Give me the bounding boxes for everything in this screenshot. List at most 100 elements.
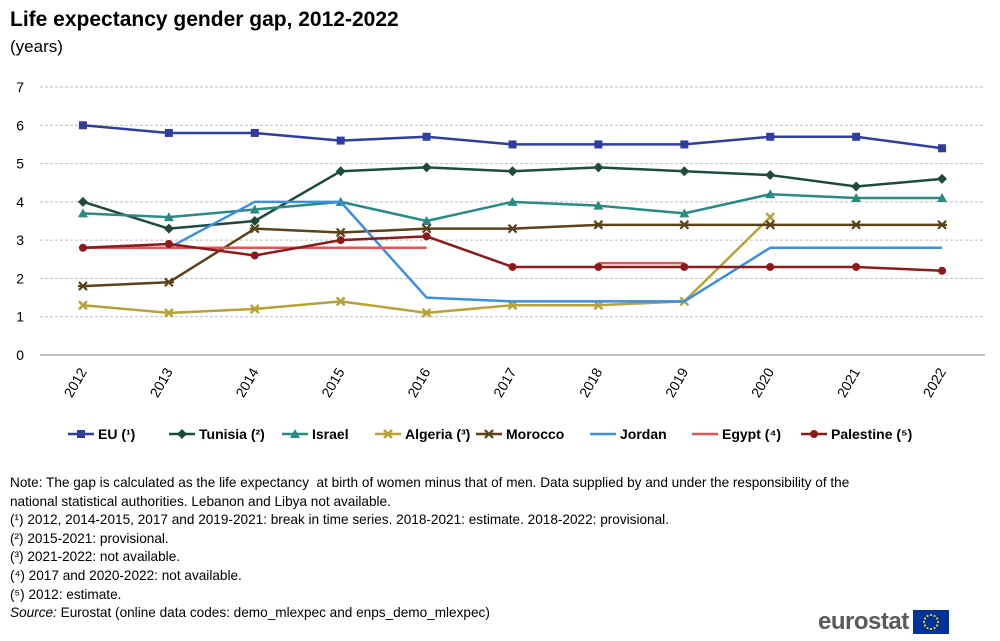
data-point <box>336 136 345 145</box>
legend-label: Jordan <box>620 426 667 442</box>
data-point <box>78 243 87 252</box>
data-point <box>421 223 432 234</box>
data-point <box>851 220 862 230</box>
x-tick-label: 2014 <box>232 365 262 400</box>
data-point <box>250 251 259 260</box>
flag-star <box>935 624 938 627</box>
data-point <box>507 166 518 177</box>
data-point <box>163 223 174 234</box>
x-tick-label: 2017 <box>490 365 520 400</box>
data-point <box>335 166 346 177</box>
x-tick-label: 2021 <box>834 365 864 400</box>
data-point <box>249 223 260 234</box>
flag-star <box>929 613 932 617</box>
logo-text: eurostat <box>818 608 909 635</box>
note-1: (¹) 2012, 2014-2015, 2017 and 2019-2021:… <box>10 512 669 528</box>
y-tick-label: 6 <box>16 117 24 133</box>
flag-star <box>926 614 929 618</box>
x-tick-label: 2012 <box>60 365 90 400</box>
data-point <box>421 308 432 318</box>
y-tick-label: 3 <box>16 232 24 248</box>
legend-label: Algeria (³) <box>405 426 470 442</box>
chart-title: Life expectancy gender gap, 2012-2022 <box>10 8 399 31</box>
note-4: (⁴) 2017 and 2020-2022: not available. <box>10 567 242 583</box>
legend-label: Tunisia (²) <box>199 426 265 442</box>
data-point <box>163 277 174 288</box>
x-tick-label: 2018 <box>576 365 606 400</box>
data-point <box>77 196 88 207</box>
flag-star <box>929 627 932 631</box>
source-line: Source: Eurostat (online data codes: dem… <box>10 604 850 623</box>
data-point <box>507 223 518 234</box>
data-point <box>508 262 517 271</box>
data-point <box>249 304 260 314</box>
data-point <box>679 220 690 230</box>
data-point <box>680 262 689 271</box>
data-point <box>335 227 346 238</box>
series-line-5 <box>82 200 943 303</box>
data-point <box>593 220 604 230</box>
flag-star <box>926 626 929 630</box>
note-main: Note: The gap is calculated as the life … <box>10 475 854 509</box>
y-tick-label: 0 <box>16 347 24 363</box>
data-point <box>593 200 604 210</box>
note-5: (⁵) 2012: estimate. <box>10 586 122 602</box>
legend-marker <box>77 430 85 438</box>
data-point <box>422 132 431 141</box>
legend-label: Palestine (⁵) <box>831 426 912 442</box>
data-point <box>679 208 690 218</box>
legend-label: Egypt (⁴) <box>722 426 781 442</box>
note-3: (³) 2021-2022: not available. <box>10 549 181 565</box>
y-tick-label: 5 <box>16 156 24 172</box>
source-label: Source: <box>10 605 57 621</box>
line-chart: 0 1 2 3 4 5 6 7 2012 2013 2014 2015 2016 2017 2018 2019… <box>16 79 985 442</box>
series-line-4 <box>82 223 943 288</box>
note-2: (²) 2015-2021: provisional. <box>10 530 169 546</box>
y-tick-label: 2 <box>16 270 24 286</box>
data-point <box>163 308 174 318</box>
x-tick-label: 2020 <box>748 365 778 400</box>
data-point <box>164 239 173 248</box>
data-point <box>765 170 776 181</box>
data-point <box>765 212 776 223</box>
x-tick-label: 2016 <box>404 365 434 400</box>
flag-star <box>935 617 938 620</box>
data-point <box>249 216 260 226</box>
flag-star <box>933 614 936 618</box>
data-point <box>507 196 518 206</box>
data-point <box>164 128 173 137</box>
data-point <box>593 162 604 173</box>
data-point <box>765 189 776 199</box>
data-point <box>250 128 259 137</box>
data-point <box>680 140 689 149</box>
eurostat-logo: eurostat <box>818 608 949 636</box>
legend-marker <box>290 429 300 438</box>
legend-marker <box>484 429 494 439</box>
footnotes: Note: The gap is calculated as the life … <box>10 474 850 623</box>
data-point <box>765 220 776 230</box>
data-point <box>851 193 862 203</box>
data-point <box>335 296 346 307</box>
legend-marker <box>177 429 187 439</box>
flag-star <box>936 620 939 624</box>
legend-label: Israel <box>312 426 349 442</box>
flag-star <box>922 620 925 624</box>
data-point <box>937 193 948 203</box>
flag-star <box>933 626 936 630</box>
data-point <box>766 132 775 141</box>
data-point <box>422 232 431 241</box>
data-point <box>594 262 603 271</box>
x-tick-label: 2022 <box>920 365 950 400</box>
flag-star <box>923 617 926 620</box>
data-point <box>77 208 88 218</box>
legend-marker <box>810 430 818 438</box>
data-point <box>421 216 432 225</box>
source-text: Eurostat (online data codes: demo_mlexpe… <box>56 605 490 621</box>
y-tick-label: 1 <box>16 309 24 325</box>
data-point <box>851 181 862 192</box>
data-point <box>249 204 260 214</box>
data-point <box>78 121 87 130</box>
y-tick-label: 7 <box>16 79 24 95</box>
data-point <box>594 140 603 149</box>
legend-label: EU (¹) <box>98 426 135 442</box>
